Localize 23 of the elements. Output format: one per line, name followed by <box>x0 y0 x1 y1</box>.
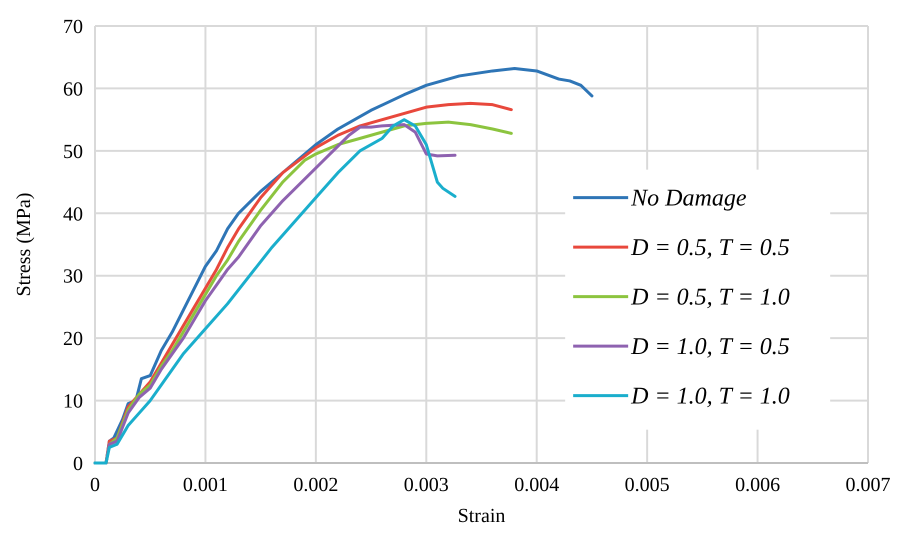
x-tick-label: 0.004 <box>514 474 560 496</box>
y-axis-title: Stress (MPa) <box>13 192 35 296</box>
legend-label: D = 1.0, T = 1.0 <box>630 384 790 410</box>
y-tick-label: 40 <box>63 203 83 226</box>
x-tick-label: 0.003 <box>404 474 449 496</box>
legend-label: No Damage <box>630 186 747 212</box>
legend-label: D = 0.5, T = 0.5 <box>630 235 790 262</box>
y-tick-label: 20 <box>63 328 83 350</box>
x-tick-label: 0.001 <box>182 474 228 496</box>
x-tick-label: 0.006 <box>735 474 780 496</box>
x-tick-label: 0.005 <box>624 474 670 496</box>
y-tick-label: 30 <box>63 266 83 288</box>
y-tick-label: 60 <box>63 78 83 100</box>
x-tick-label: 0 <box>90 474 100 496</box>
y-tick-label: 0 <box>73 453 83 475</box>
y-tick-label: 50 <box>63 140 83 163</box>
legend-label: D = 0.5, T = 1.0 <box>630 284 790 311</box>
x-axis-title: Strain <box>458 505 506 527</box>
legend-label: D = 1.0, T = 0.5 <box>630 334 790 360</box>
y-tick-label: 10 <box>63 390 83 413</box>
y-tick-label: 70 <box>63 16 83 38</box>
x-tick-label: 0.002 <box>293 474 338 496</box>
x-tick-label: 0.007 <box>846 474 890 496</box>
